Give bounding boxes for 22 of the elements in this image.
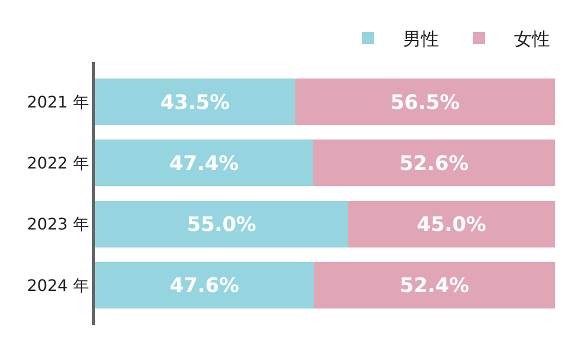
bar <box>313 140 555 186</box>
bar <box>314 262 555 308</box>
y-tick-label: 2023 年 <box>26 214 89 234</box>
data-label: 43.5% <box>160 90 230 114</box>
bar <box>95 78 296 125</box>
y-tick-label: 2022 年 <box>26 154 89 173</box>
bar <box>95 200 348 248</box>
bar <box>95 262 314 308</box>
data-label: 56.5% <box>390 90 460 114</box>
data-label: 47.6% <box>170 273 240 298</box>
data-label: 45.0% <box>416 212 486 236</box>
y-tick-label: 2021 年 <box>26 92 89 112</box>
bar <box>348 200 555 248</box>
bar <box>95 140 314 186</box>
bar <box>295 78 555 125</box>
data-label: 47.4% <box>169 150 239 175</box>
legend-label: 女性 <box>514 28 550 50</box>
data-label: 52.4% <box>400 273 470 298</box>
legend-label: 男性 <box>403 28 439 50</box>
y-tick-label: 2024 年 <box>26 276 89 295</box>
data-label: 52.6% <box>399 150 469 175</box>
data-label: 55.0% <box>186 212 256 236</box>
